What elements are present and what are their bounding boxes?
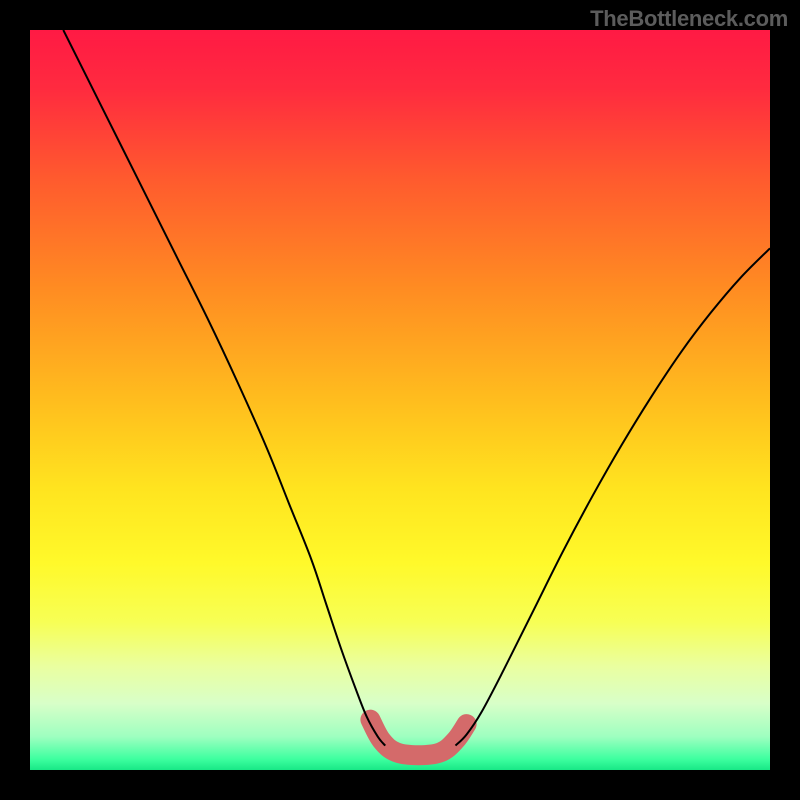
valley-highlight: [370, 720, 466, 756]
curve-layer: [30, 30, 770, 770]
right-curve: [456, 248, 771, 745]
chart-frame: TheBottleneck.com: [0, 0, 800, 800]
left-curve: [63, 30, 385, 746]
watermark-text: TheBottleneck.com: [590, 6, 788, 32]
plot-area: [30, 30, 770, 770]
